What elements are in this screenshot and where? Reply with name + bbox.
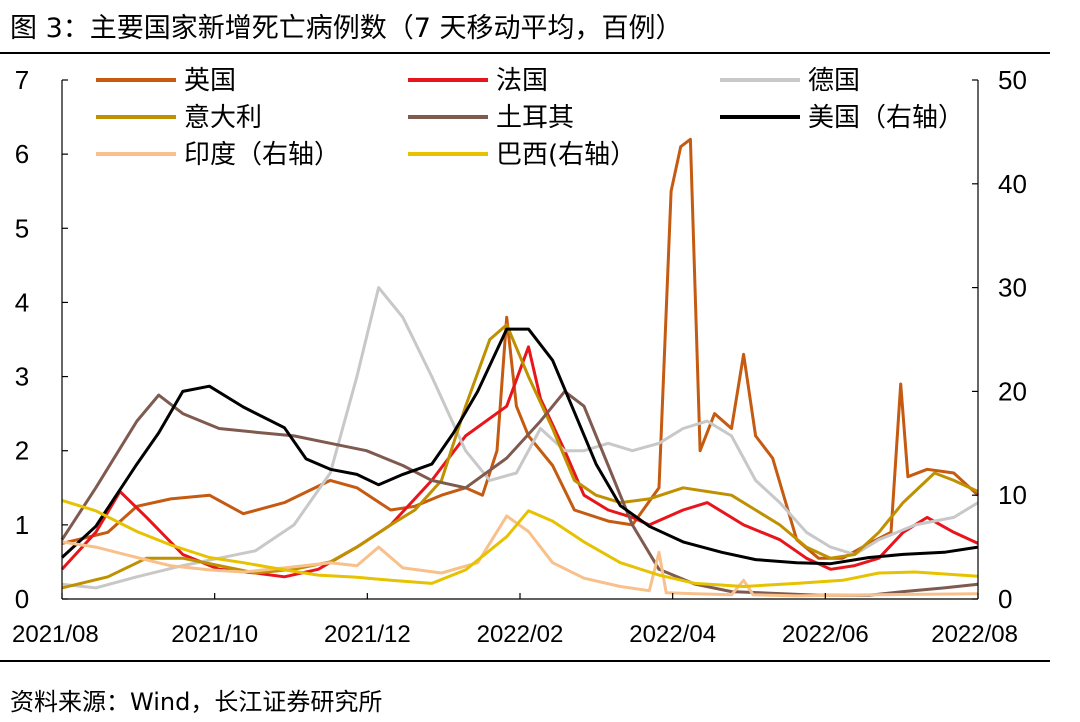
legend-label-1: 法国 [496, 66, 548, 96]
series-line-4 [60, 389, 979, 597]
line-chart: 0 1 2 3 4 5 6 7 0 10 20 30 40 50 2021/08 2021/10 2021/12… [12, 65, 1027, 648]
x-tick-label-0: 2021/08 [12, 621, 99, 648]
legend-label-3: 意大利 [184, 103, 262, 133]
right-tick-label-2: 20 [998, 376, 1027, 406]
series-line-7 [61, 498, 979, 588]
x-tick-label-6: 2022/08 [931, 621, 1018, 648]
left-tick-label-7: 7 [15, 65, 29, 95]
bottom-rule [0, 660, 1050, 662]
axes: 0 1 2 3 4 5 6 7 0 10 20 30 40 50 2021/08 2021/10 2021/12… [12, 65, 1027, 648]
plot-lines [60, 137, 980, 598]
x-tick-label-1: 2021/10 [171, 621, 258, 648]
source-note: 资料来源：Wind，长江证券研究所 [10, 688, 383, 716]
series-line-3 [61, 323, 979, 590]
right-tick-label-3: 30 [998, 273, 1027, 303]
legend-label-4: 土耳其 [496, 103, 574, 133]
x-tick-label-2: 2021/12 [324, 621, 411, 648]
legend-label-6: 印度（右轴） [184, 140, 340, 170]
x-tick-label-3: 2022/02 [477, 621, 564, 648]
legend-label-2: 德国 [808, 66, 860, 96]
page-title: 图 3：主要国家新增死亡病例数（7 天移动平均，百例） [10, 13, 683, 44]
left-tick-label-5: 5 [15, 213, 29, 243]
right-tick-label-4: 40 [998, 169, 1027, 199]
right-tick-label-0: 0 [998, 584, 1012, 614]
x-tick-label-4: 2022/04 [629, 621, 716, 648]
right-tick-label-5: 50 [998, 65, 1027, 95]
left-tick-label-2: 2 [15, 436, 29, 466]
series-line-5 [60, 327, 979, 566]
legend-label-7: 巴西(右轴） [496, 140, 636, 170]
series-line-2 [61, 286, 979, 590]
legend-label-0: 英国 [184, 66, 236, 96]
series-line-1 [60, 345, 979, 579]
left-tick-label-3: 3 [15, 362, 29, 392]
left-tick-label-6: 6 [15, 139, 29, 169]
series-line-0 [61, 137, 980, 560]
left-tick-label-4: 4 [15, 287, 29, 317]
left-tick-label-1: 1 [15, 510, 29, 540]
legend-label-5: 美国（右轴） [808, 103, 964, 133]
x-tick-label-5: 2022/06 [782, 621, 869, 648]
top-rule [0, 52, 1050, 54]
right-tick-label-1: 10 [998, 480, 1027, 510]
left-tick-label-0: 0 [15, 584, 29, 614]
